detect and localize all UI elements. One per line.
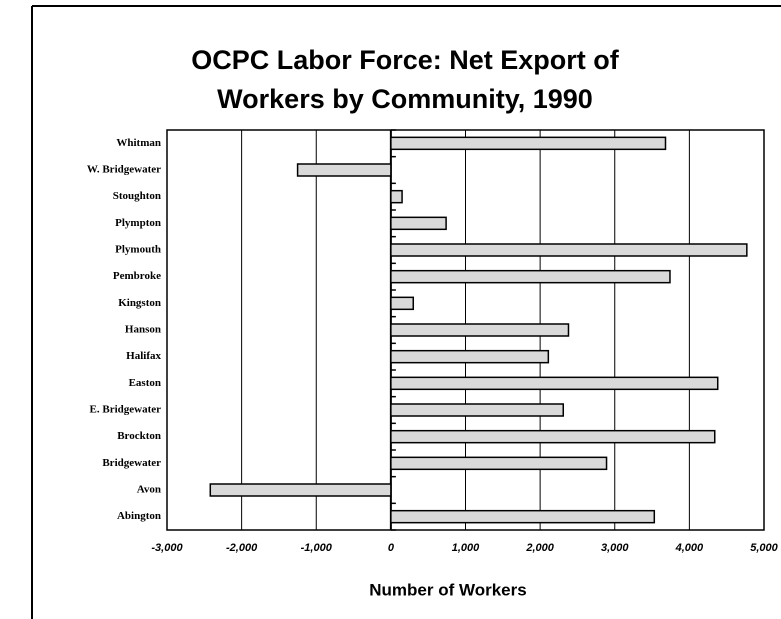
y-tick-label: Plympton (115, 217, 161, 229)
y-tick-label: Avon (137, 484, 161, 496)
y-tick-label: Stoughton (113, 190, 161, 202)
y-tick-label: Hanson (125, 324, 161, 336)
bar (296, 163, 392, 177)
bar (390, 403, 565, 417)
x-tick-label: 3,000 (601, 542, 629, 554)
y-tick-label: W. Bridgewater (87, 164, 161, 176)
x-tick-label: 4,000 (675, 542, 704, 554)
bar (390, 429, 716, 444)
bar (390, 269, 671, 284)
y-tick-label: Whitman (116, 137, 161, 149)
bar (209, 483, 392, 497)
y-tick-label: Kingston (118, 297, 161, 309)
y-tick-label: E. Bridgewater (90, 404, 162, 416)
x-tick-label: -3,000 (151, 542, 183, 554)
y-tick-label: Abington (117, 510, 161, 522)
x-tick-label: 1,000 (452, 542, 480, 554)
y-tick-label: Pembroke (113, 270, 161, 282)
bar (390, 296, 415, 311)
chart-title: OCPC Labor Force: Net Export of (191, 45, 620, 75)
bar (390, 243, 748, 257)
y-tick-label: Halifax (126, 350, 161, 362)
bar (390, 323, 570, 337)
bar (390, 376, 719, 391)
y-tick-label: Brockton (117, 430, 161, 442)
y-tick-label: Plymouth (115, 244, 161, 256)
x-tick-label: 5,000 (750, 542, 778, 554)
bar (390, 216, 447, 231)
x-tick-label: 2,000 (525, 542, 554, 554)
x-axis-title: Number of Workers (369, 580, 526, 599)
bar (390, 189, 403, 204)
bar (390, 136, 667, 151)
bar (390, 349, 550, 364)
chart-title: Workers by Community, 1990 (217, 84, 593, 114)
x-tick-label: -2,000 (226, 542, 258, 554)
bar (390, 456, 608, 471)
x-tick-label: 0 (388, 542, 395, 554)
y-tick-label: Easton (129, 377, 161, 389)
y-tick-label: Bridgewater (102, 457, 161, 469)
x-tick-label: -1,000 (301, 542, 333, 554)
bar (390, 509, 656, 524)
